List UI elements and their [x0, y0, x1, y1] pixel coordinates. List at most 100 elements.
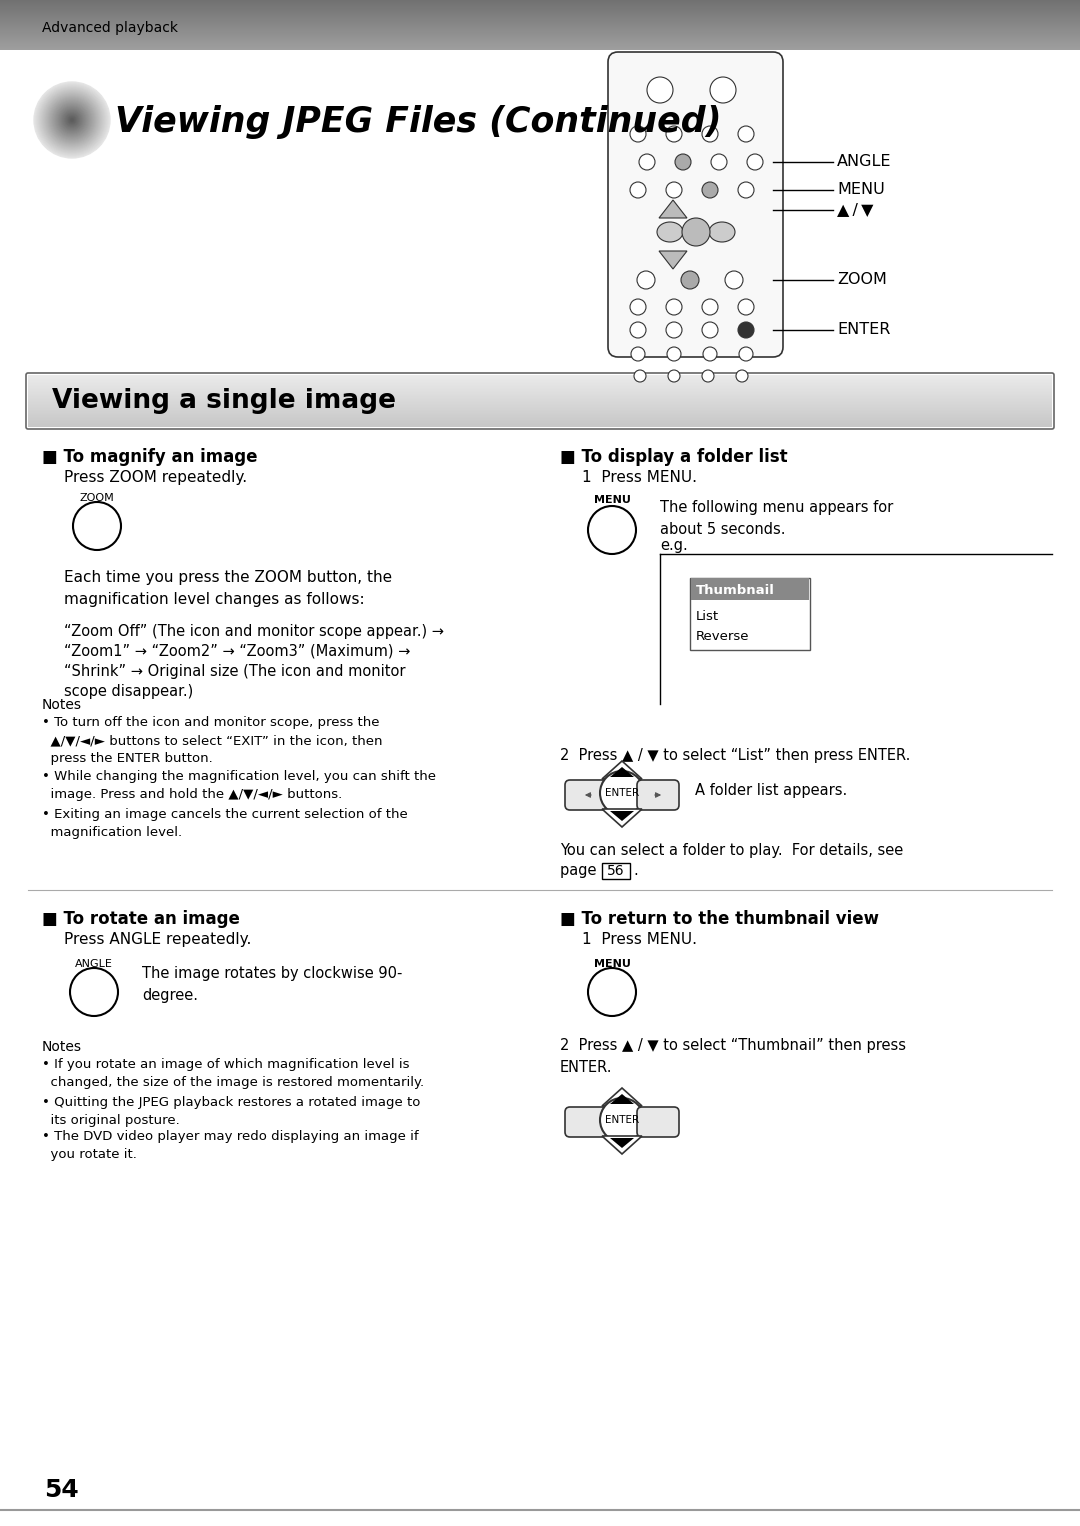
- FancyBboxPatch shape: [608, 52, 783, 357]
- Text: Thumbnail: Thumbnail: [696, 583, 774, 597]
- Circle shape: [711, 154, 727, 169]
- Text: • While changing the magnification level, you can shift the
  image. Press and h: • While changing the magnification level…: [42, 771, 436, 801]
- Text: 56: 56: [607, 864, 625, 877]
- Circle shape: [738, 182, 754, 198]
- Circle shape: [55, 102, 89, 137]
- Text: ENTER: ENTER: [605, 1116, 639, 1125]
- Circle shape: [64, 111, 80, 128]
- Circle shape: [49, 98, 95, 143]
- Circle shape: [738, 127, 754, 142]
- Circle shape: [73, 502, 121, 549]
- FancyBboxPatch shape: [637, 780, 679, 810]
- Polygon shape: [610, 1094, 634, 1103]
- Circle shape: [59, 107, 85, 133]
- Circle shape: [738, 299, 754, 314]
- Text: Viewing JPEG Files (Continued): Viewing JPEG Files (Continued): [114, 105, 721, 139]
- Circle shape: [702, 322, 718, 337]
- Circle shape: [51, 99, 93, 140]
- Text: ZOOM: ZOOM: [80, 493, 114, 504]
- Circle shape: [56, 104, 87, 136]
- Text: 1  Press MENU.: 1 Press MENU.: [582, 932, 697, 948]
- Circle shape: [41, 89, 103, 151]
- Text: • Quitting the JPEG playback restores a rotated image to
  its original posture.: • Quitting the JPEG playback restores a …: [42, 1096, 420, 1128]
- Circle shape: [54, 102, 90, 137]
- Text: • Exiting an image cancels the current selection of the
  magnification level.: • Exiting an image cancels the current s…: [42, 807, 408, 839]
- Text: MENU: MENU: [594, 958, 631, 969]
- Text: A folder list appears.: A folder list appears.: [696, 783, 847, 798]
- Text: The image rotates by clockwise 90-
degree.: The image rotates by clockwise 90- degre…: [141, 966, 403, 1003]
- Text: Viewing a single image: Viewing a single image: [52, 388, 396, 414]
- Circle shape: [63, 111, 81, 130]
- Circle shape: [66, 114, 78, 127]
- Polygon shape: [602, 761, 642, 778]
- Polygon shape: [610, 1138, 634, 1148]
- Text: Press ZOOM repeatedly.: Press ZOOM repeatedly.: [64, 470, 247, 485]
- Circle shape: [70, 967, 118, 1016]
- Polygon shape: [659, 250, 687, 269]
- Text: page: page: [561, 864, 602, 877]
- Circle shape: [738, 322, 754, 337]
- Circle shape: [42, 90, 102, 150]
- Circle shape: [46, 95, 98, 146]
- Circle shape: [630, 127, 646, 142]
- Circle shape: [70, 118, 75, 122]
- Circle shape: [38, 85, 106, 154]
- Polygon shape: [610, 810, 634, 821]
- Text: ▲ / ▼: ▲ / ▼: [837, 203, 874, 218]
- Circle shape: [37, 85, 107, 156]
- Text: scope disappear.): scope disappear.): [64, 684, 193, 699]
- Circle shape: [675, 154, 691, 169]
- Circle shape: [637, 272, 654, 288]
- Text: Each time you press the ZOOM button, the
magnification level changes as follows:: Each time you press the ZOOM button, the…: [64, 571, 392, 607]
- Text: List: List: [696, 609, 719, 623]
- Circle shape: [681, 218, 710, 246]
- Circle shape: [669, 369, 680, 382]
- Circle shape: [702, 127, 718, 142]
- Text: • To turn off the icon and monitor scope, press the
  ▲/▼/◄/► buttons to select : • To turn off the icon and monitor scope…: [42, 716, 382, 765]
- Polygon shape: [659, 200, 687, 218]
- Polygon shape: [602, 1088, 642, 1106]
- Circle shape: [588, 507, 636, 554]
- Circle shape: [588, 967, 636, 1016]
- Circle shape: [43, 92, 102, 150]
- Circle shape: [702, 299, 718, 314]
- Circle shape: [630, 322, 646, 337]
- Circle shape: [53, 101, 91, 139]
- Circle shape: [60, 108, 83, 131]
- Circle shape: [62, 110, 82, 130]
- Circle shape: [50, 98, 94, 142]
- Circle shape: [681, 272, 699, 288]
- Circle shape: [666, 299, 681, 314]
- Circle shape: [52, 101, 92, 140]
- Text: ■ To rotate an image: ■ To rotate an image: [42, 909, 240, 928]
- Text: 1  Press MENU.: 1 Press MENU.: [582, 470, 697, 485]
- Text: • The DVD video player may redo displaying an image if
  you rotate it.: • The DVD video player may redo displayi…: [42, 1129, 419, 1161]
- FancyBboxPatch shape: [565, 1106, 607, 1137]
- Bar: [691, 578, 809, 600]
- Circle shape: [48, 95, 97, 145]
- Circle shape: [60, 108, 84, 133]
- Ellipse shape: [657, 221, 683, 243]
- Circle shape: [666, 182, 681, 198]
- Text: ZOOM: ZOOM: [837, 273, 887, 287]
- Circle shape: [35, 82, 109, 157]
- Text: 2  Press ▲ / ▼ to select “Thumbnail” then press
ENTER.: 2 Press ▲ / ▼ to select “Thumbnail” then…: [561, 1038, 906, 1076]
- Text: ANGLE: ANGLE: [76, 958, 113, 969]
- Circle shape: [702, 369, 714, 382]
- Circle shape: [725, 272, 743, 288]
- Circle shape: [68, 116, 76, 124]
- Text: ■ To magnify an image: ■ To magnify an image: [42, 449, 257, 465]
- Text: Notes: Notes: [42, 697, 82, 713]
- Text: “Zoom1” → “Zoom2” → “Zoom3” (Maximum) →: “Zoom1” → “Zoom2” → “Zoom3” (Maximum) →: [64, 644, 410, 659]
- Circle shape: [58, 105, 86, 134]
- Circle shape: [44, 92, 100, 148]
- Circle shape: [630, 182, 646, 198]
- Circle shape: [33, 82, 110, 159]
- Circle shape: [600, 771, 644, 815]
- Circle shape: [735, 369, 748, 382]
- Polygon shape: [610, 768, 634, 777]
- Text: ENTER: ENTER: [605, 787, 639, 798]
- Text: .: .: [633, 864, 638, 877]
- Circle shape: [71, 119, 73, 121]
- Text: MENU: MENU: [594, 494, 631, 505]
